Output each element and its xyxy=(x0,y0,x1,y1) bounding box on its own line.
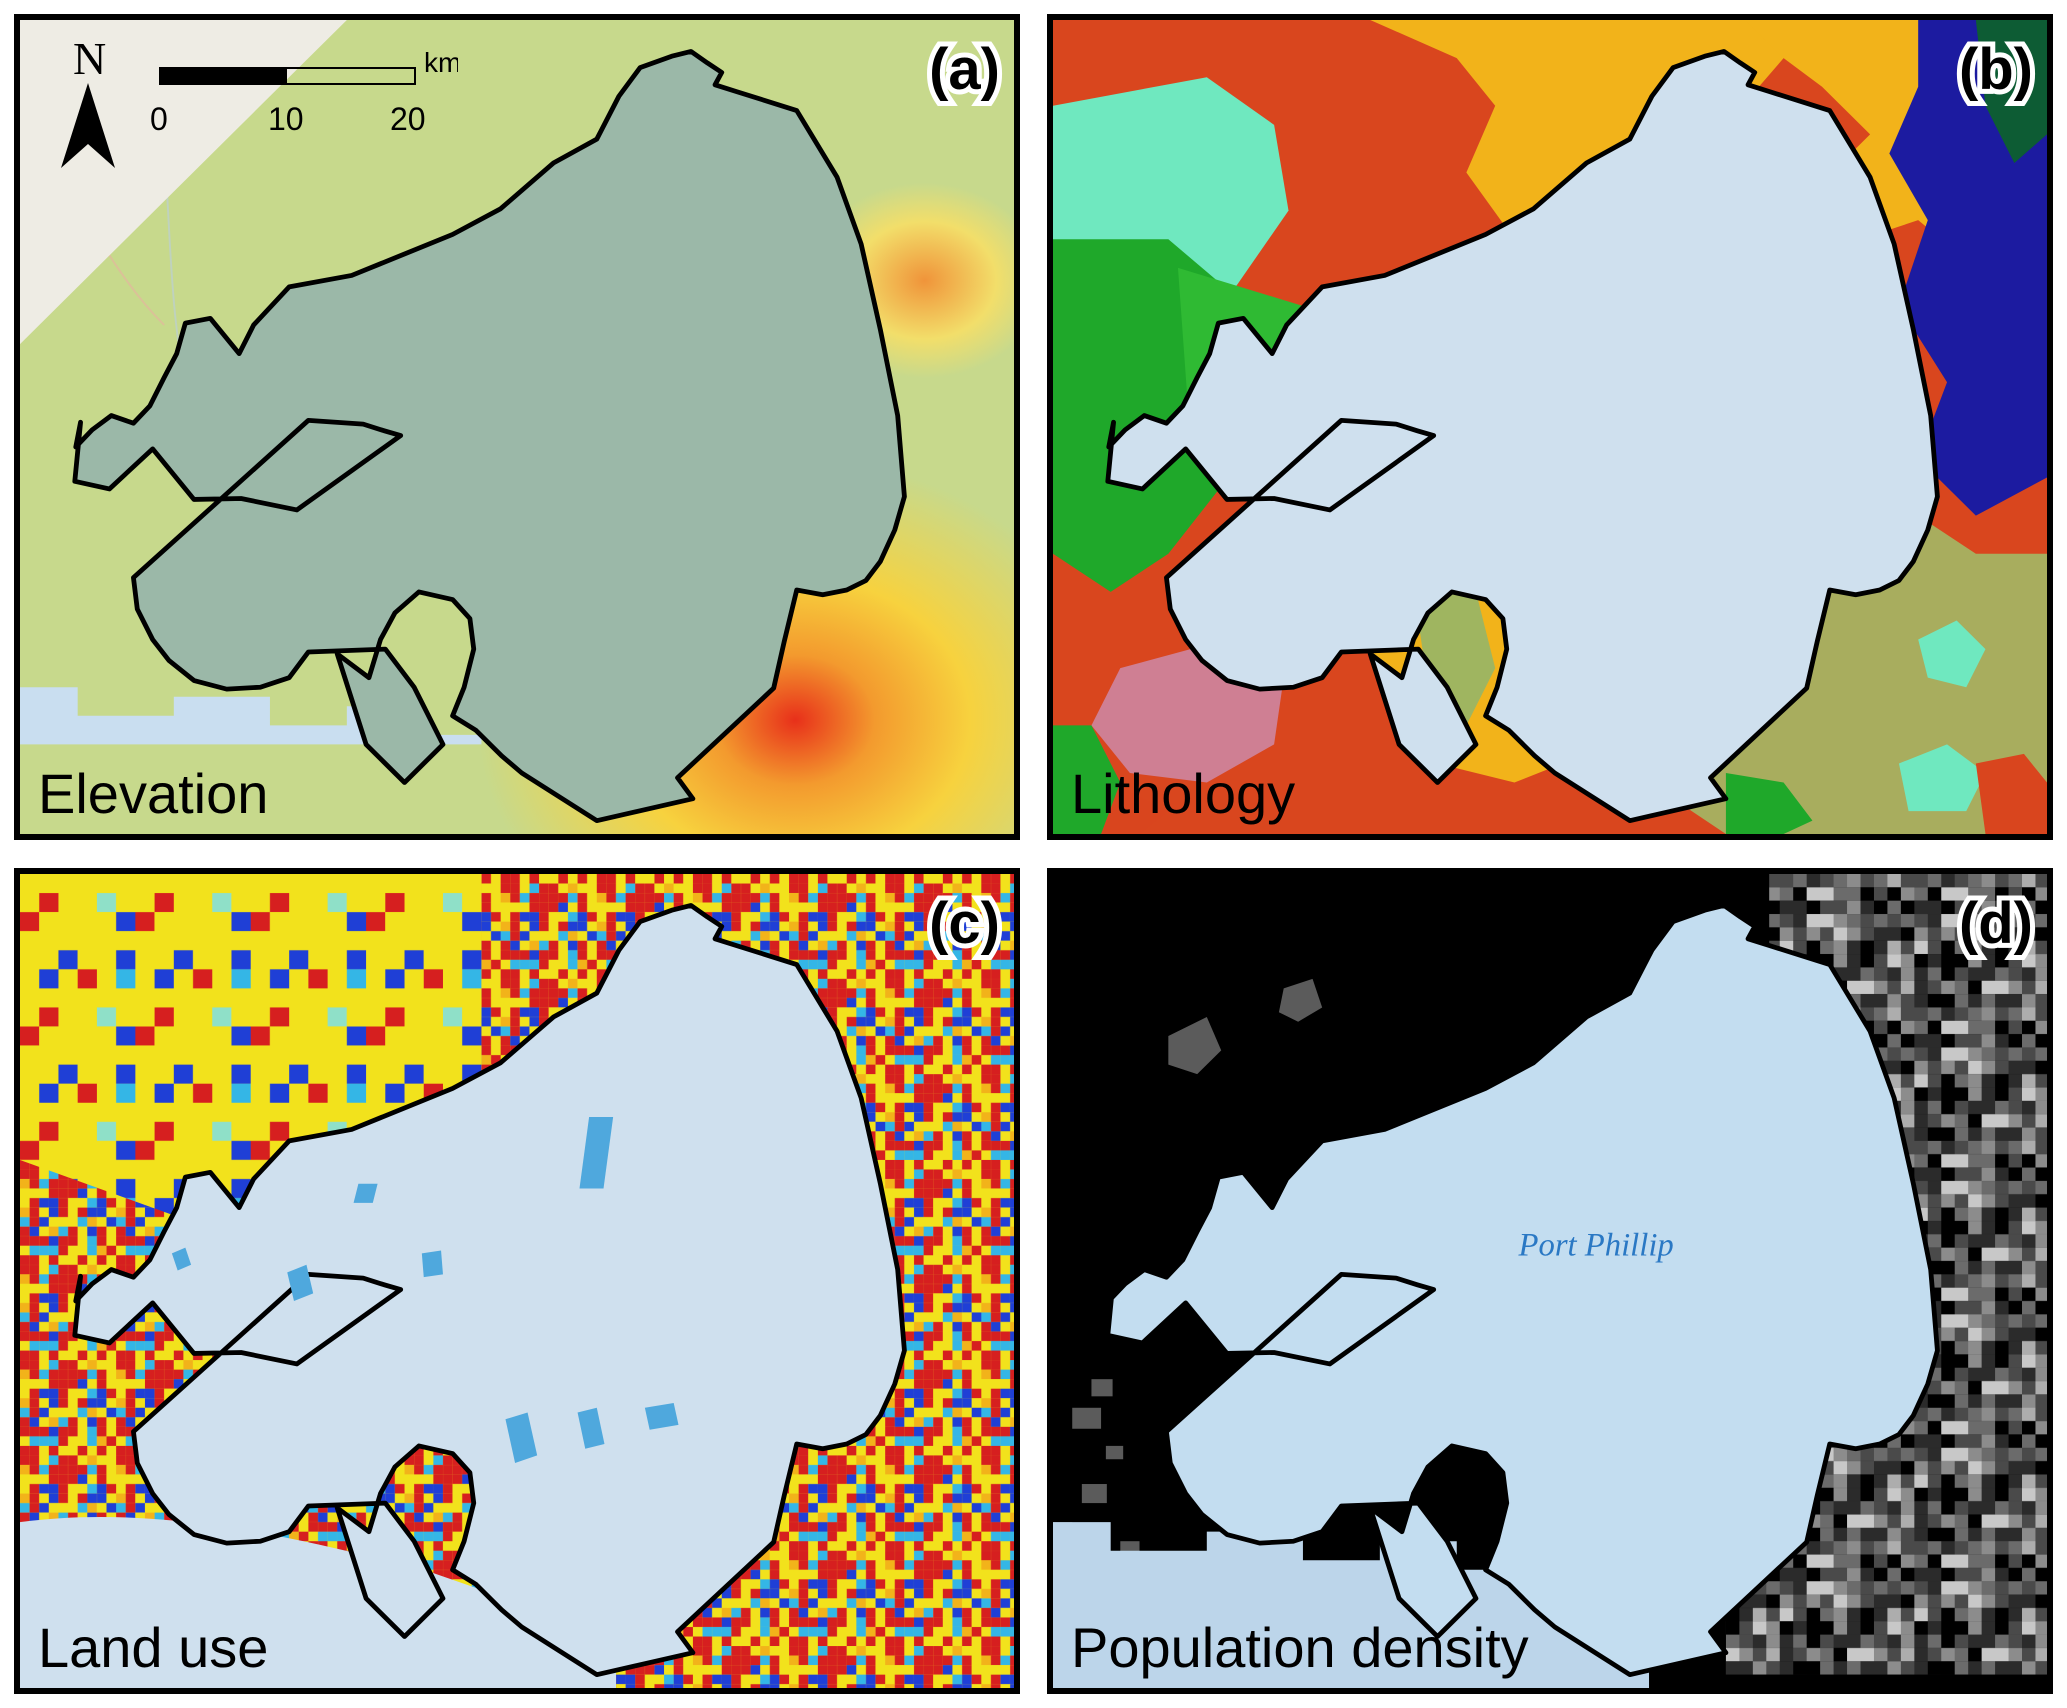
svg-text:10: 10 xyxy=(268,101,304,137)
svg-text:20: 20 xyxy=(390,101,426,137)
svg-text:N: N xyxy=(73,33,106,84)
svg-text:Port Phillip: Port Phillip xyxy=(1518,1227,1674,1263)
svg-text:0: 0 xyxy=(150,101,168,137)
svg-text:km: km xyxy=(424,47,458,78)
